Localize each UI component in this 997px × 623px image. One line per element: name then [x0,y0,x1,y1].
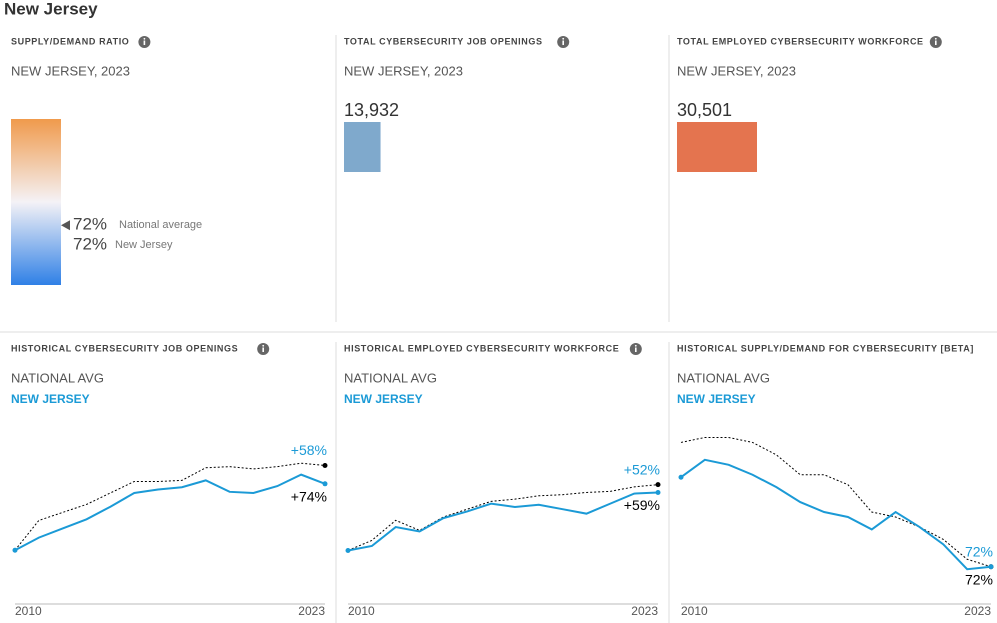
info-icon [634,344,637,347]
chart-title: HISTORICAL CYBERSECURITY JOB OPENINGS [11,343,238,353]
start-dot [345,547,351,553]
end-dot [322,462,328,468]
end-dot [988,564,994,570]
line [347,491,659,552]
bar-value: 30,501 [677,100,732,120]
end-label: +59% [624,497,660,513]
line [680,436,992,568]
start-dot [678,474,684,480]
end-dot [322,481,328,487]
legend-entry: NEW JERSEY [11,392,90,406]
gauge-value: 72% [73,235,107,254]
bar [677,122,757,172]
bar [344,122,381,172]
gauge-name: New Jersey [115,239,173,251]
info-icon [935,40,937,45]
info-icon [562,37,565,40]
panel-title: TOTAL EMPLOYED CYBERSECURITY WORKFORCE [677,36,924,46]
legend-entry: NATIONAL AVG [344,370,437,385]
info-icon [262,344,265,347]
gauge-bar [11,119,61,285]
x-tick-label: 2010 [348,604,375,618]
legend-entry: NEW JERSEY [344,392,423,406]
gauge-marker [61,220,70,231]
end-dot [655,489,661,495]
page-title: New Jersey [4,0,98,18]
info-icon [143,40,146,45]
panel-subtitle: NEW JERSEY, 2023 [677,63,796,78]
start-dot [12,547,18,553]
x-tick-label: 2023 [631,604,658,618]
end-label: +58% [291,442,327,458]
legend-entry: NEW JERSEY [677,392,756,406]
info-icon [562,40,564,45]
end-label: +74% [291,489,327,505]
info-icon [934,37,937,40]
info-icon [262,347,264,352]
panel-subtitle: NEW JERSEY, 2023 [344,63,463,78]
panel-subtitle: NEW JERSEY, 2023 [11,63,130,78]
legend-entry: NATIONAL AVG [677,370,770,385]
gauge-value: 72% [73,215,107,234]
panel-title: SUPPLY/DEMAND RATIO [11,36,129,46]
end-label: 72% [965,543,993,559]
end-dot [655,482,661,488]
panel-title: TOTAL CYBERSECURITY JOB OPENINGS [344,36,543,46]
legend-entry: NATIONAL AVG [11,370,104,385]
bar-value: 13,932 [344,100,399,120]
x-tick-label: 2023 [964,604,991,618]
line [680,458,992,571]
line [347,484,659,551]
line [14,462,326,551]
info-icon [143,37,146,40]
line [14,473,326,552]
info-icon [635,347,637,352]
chart-title: HISTORICAL SUPPLY/DEMAND FOR CYBERSECURI… [677,343,974,353]
end-label: 72% [965,571,993,587]
x-tick-label: 2010 [681,604,708,618]
end-label: +52% [624,461,660,477]
gauge-name: National average [119,219,202,231]
x-tick-label: 2023 [298,604,325,618]
x-tick-label: 2010 [15,604,42,618]
chart-title: HISTORICAL EMPLOYED CYBERSECURITY WORKFO… [344,343,619,353]
